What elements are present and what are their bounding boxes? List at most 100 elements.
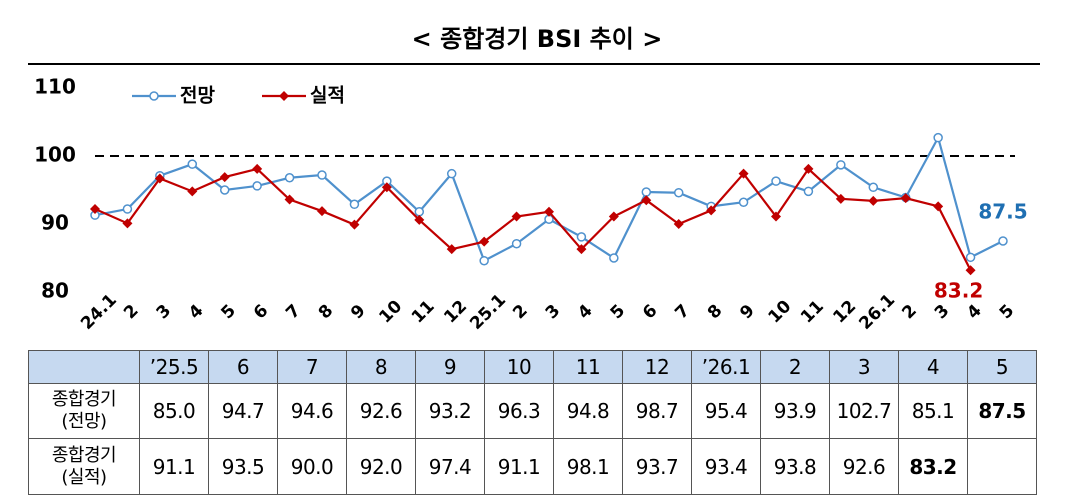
x-tick-label: 24.1 [77,290,121,334]
table-cell: 9 [415,350,485,384]
table-cell [28,350,140,384]
point [803,186,814,197]
point [706,205,717,216]
point [738,168,749,179]
table-cell: ’26.1 [691,350,761,384]
point [576,232,587,242]
x-tick-label: 2 [120,301,143,324]
point [284,173,295,183]
point [317,206,327,217]
table-cell: 8 [346,350,416,384]
y-tick-label: 100 [34,143,76,167]
point [608,211,619,222]
table-cell: 102.7 [829,383,899,439]
table-cell: 93.2 [415,383,485,439]
table-cell: 93.7 [622,438,692,495]
table-cell: 97.4 [415,438,485,495]
point [576,244,587,255]
table-cell: 종합경기 (실적) [28,438,140,495]
table-cell: 92.6 [346,383,416,439]
x-tick-label: 3 [153,301,176,324]
x-tick-label: 11 [408,297,439,328]
table-cell: 5 [967,350,1037,384]
table-cell: 92.0 [346,438,416,495]
point [965,265,976,276]
table-cell: 95.4 [691,383,761,439]
point [835,193,846,204]
point [836,160,846,170]
table-cell: 11 [553,350,623,384]
x-tick-label: 6 [639,301,662,324]
x-tick-label: 12 [440,297,471,328]
table-cell: 종합경기 (전망) [28,383,140,439]
x-tick-label: 11 [797,297,828,328]
x-tick-label: 9 [736,301,759,324]
table-cell: 85.0 [139,383,209,439]
point [544,206,554,217]
point [641,187,652,197]
x-tick-label: 3 [542,301,565,324]
x-tick-label: 10 [375,296,406,327]
point [284,194,295,205]
point [641,195,652,206]
data-label: 83.2 [934,279,983,303]
point [414,207,425,217]
x-tick-label: 5 [217,301,240,324]
x-tick-label: 25.1 [466,290,510,334]
legend-label: 실적 [310,85,345,107]
legend-label: 전망 [180,85,215,107]
x-tick-label: 10 [765,296,796,327]
point [446,244,457,255]
x-tick-label: 2 [509,301,532,324]
point [122,204,133,214]
x-tick-label: 6 [250,301,273,324]
table-row: ’25.5 6 7 8 9 10 11 12’26.1 2 3 4 5 [28,350,1037,384]
table-cell: 94.8 [553,383,623,439]
point [479,236,490,247]
x-tick-label: 8 [315,301,338,324]
table-cell: 90.0 [277,438,347,495]
x-tick-label: 26.1 [855,290,899,334]
table-cell [967,438,1037,495]
point [511,238,522,249]
table-cell: ’25.5 [139,350,209,384]
point [349,199,360,210]
point [511,211,522,222]
point [933,201,944,212]
table-cell: 87.5 [967,383,1037,439]
point [446,168,457,179]
point [317,170,327,180]
x-tick-label: 3 [931,301,954,324]
point [965,252,976,263]
table-cell: 91.1 [139,438,209,495]
point [381,182,392,193]
table-cell: 96.3 [484,383,554,439]
point [738,197,749,207]
table-cell: 12 [622,350,692,384]
legend-marker [149,91,159,101]
point [219,185,230,195]
y-tick-label: 110 [34,75,76,99]
table-cell: 10 [484,350,554,384]
point [868,182,879,193]
chart-title: < 종합경기 BSI 추이 > [412,25,663,53]
table-cell: 91.1 [484,438,554,495]
table-cell: 83.2 [898,438,968,495]
table-cell: 7 [277,350,347,384]
point [673,187,684,198]
point [868,195,879,206]
point [187,186,198,197]
table-cell: 98.1 [553,438,623,495]
table-cell: 93.9 [760,383,830,439]
table-cell: 6 [208,350,278,384]
data-label: 87.5 [978,200,1027,224]
table-cell: 93.8 [760,438,830,495]
point [187,159,198,169]
x-tick-label: 4 [185,301,208,324]
point [900,193,911,204]
point [803,163,814,174]
table-cell: 3 [829,350,899,384]
point [122,218,133,229]
